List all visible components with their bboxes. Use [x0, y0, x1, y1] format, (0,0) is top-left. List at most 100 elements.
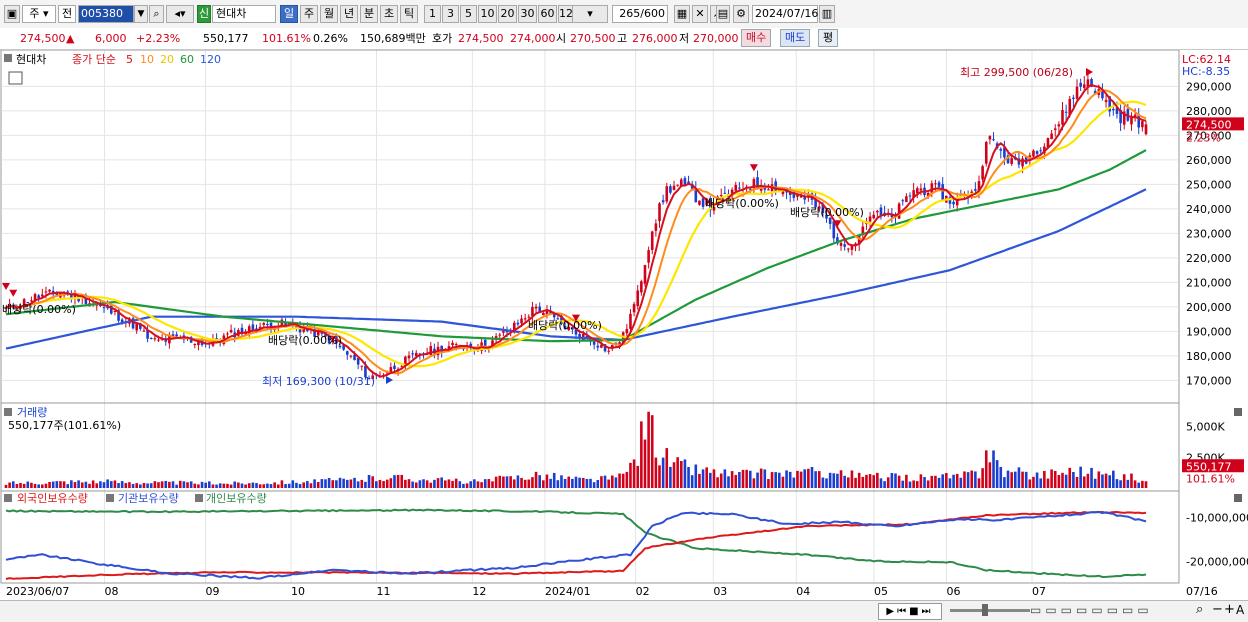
candle-body: [665, 186, 669, 202]
chevron-down-icon[interactable]: ▼: [134, 5, 148, 23]
period-button-2[interactable]: 월: [320, 5, 338, 23]
volume-bar: [807, 468, 810, 488]
magnifier-icon[interactable]: ⌕: [1196, 602, 1204, 617]
volume-bar: [1061, 472, 1064, 488]
candle-body: [102, 307, 106, 309]
volume-bar: [102, 482, 106, 488]
scroll-track[interactable]: [950, 609, 1030, 612]
layout-icon[interactable]: ▣: [4, 5, 20, 23]
speaker-icon[interactable]: ◂▾: [166, 5, 194, 23]
candle-body: [37, 295, 40, 299]
volume-bar: [164, 480, 168, 488]
calendar-icon[interactable]: ▥: [819, 5, 835, 23]
volume-bar: [690, 475, 694, 488]
close-icon[interactable]: [1234, 494, 1242, 502]
candle-body: [55, 293, 59, 295]
period-button-3[interactable]: 년: [340, 5, 358, 23]
volume-bar: [469, 481, 473, 488]
candle-body: [1082, 84, 1086, 88]
volume-bar: [498, 475, 502, 488]
calculator-icon[interactable]: [8, 71, 23, 85]
candle-body: [832, 221, 836, 239]
candle-body: [1075, 86, 1079, 99]
current-price: 274,500: [20, 32, 66, 45]
volume-bar: [505, 476, 509, 488]
zoom-in-button[interactable]: +: [1224, 602, 1235, 617]
legend-foreign: 외국인보유수량: [17, 492, 88, 505]
grid-icon[interactable]: ▦: [674, 5, 690, 23]
stock-chart[interactable]: 배당락(0.00%) 배당락(0.00%) 배당락(0.00%) 배당락(0.00%)…: [0, 50, 1248, 601]
period-button-4[interactable]: 분: [360, 5, 378, 23]
volume-bar: [810, 467, 814, 488]
ask-price: 274,500: [458, 32, 504, 45]
low-price: 270,000: [693, 32, 739, 45]
stock-name-field[interactable]: 현대차: [212, 5, 276, 23]
volume-bar: [625, 471, 629, 488]
interval-button-30[interactable]: 30: [518, 5, 537, 23]
gear-icon[interactable]: ⚙: [733, 5, 749, 23]
save-icon[interactable]: ▤: [716, 5, 730, 23]
interval-button-3[interactable]: 3: [442, 5, 459, 23]
interval-button-10[interactable]: 10: [478, 5, 497, 23]
period-button-5[interactable]: 초: [380, 5, 398, 23]
volume-bar: [66, 484, 70, 488]
font-button[interactable]: A: [1236, 603, 1245, 617]
volume-bar: [788, 471, 792, 488]
volume-bar: [509, 476, 512, 488]
pyeong-button[interactable]: 평: [818, 29, 839, 47]
volume-bar: [850, 470, 854, 488]
count-field[interactable]: 265/600: [612, 5, 668, 23]
candle-body: [324, 332, 327, 337]
period-button-0[interactable]: 일: [280, 5, 298, 23]
volume-bar: [1104, 473, 1108, 488]
scroll-handle[interactable]: [982, 604, 988, 616]
volume-bar: [451, 480, 454, 488]
volume-bar: [701, 469, 705, 488]
volume-bar: [763, 469, 767, 488]
sell-button[interactable]: 매도: [780, 29, 811, 47]
period-button-1[interactable]: 주: [300, 5, 318, 23]
volume-bar: [309, 483, 313, 488]
close-icon[interactable]: [1234, 408, 1242, 416]
candle-body: [1064, 111, 1068, 113]
all-button[interactable]: 전: [58, 5, 76, 23]
candle-body: [483, 339, 487, 350]
volume-bar: [1108, 475, 1111, 488]
market-select[interactable]: 주 ▾: [22, 5, 56, 23]
interval-button-20[interactable]: 20: [498, 5, 517, 23]
period-button-6[interactable]: 틱: [400, 5, 418, 23]
dividend-arrow-icon: [572, 314, 580, 322]
unit-select[interactable]: ▾: [572, 5, 608, 23]
volume-bar: [385, 479, 389, 488]
volume-bar: [378, 479, 382, 488]
stock-code-input[interactable]: 005380: [78, 5, 134, 23]
volume-bar: [796, 470, 799, 488]
volume-bar: [999, 466, 1003, 488]
volume-bar: [113, 480, 117, 488]
candle-body: [650, 231, 654, 250]
crosshair-icon[interactable]: ✕: [692, 5, 708, 23]
playback-controls[interactable]: ▶⏮■⏭: [878, 603, 942, 620]
volume-bar: [963, 471, 966, 488]
candle-body: [672, 185, 676, 191]
candle-body: [542, 312, 545, 316]
interval-button-5[interactable]: 5: [460, 5, 477, 23]
change-pct: +2.23%: [136, 32, 181, 45]
volume-bar: [465, 483, 469, 488]
volume-bar: [781, 476, 785, 488]
price-tick-label: 250,000: [1186, 178, 1232, 191]
volume-bar: [600, 476, 603, 488]
buy-button[interactable]: 매수: [741, 29, 772, 47]
candle-body: [1122, 111, 1126, 125]
volume-bar: [523, 479, 527, 488]
interval-button-60[interactable]: 60: [538, 5, 557, 23]
volume-bar: [313, 479, 316, 488]
candle-body: [930, 183, 934, 194]
candle-body: [908, 195, 912, 197]
volume-bar: [295, 482, 298, 488]
chart-tools-icon[interactable]: ▭▭▭▭▭▭▭▭: [1030, 603, 1153, 617]
date-field[interactable]: 2024/07/16: [752, 5, 818, 23]
search-icon[interactable]: ⌕: [149, 5, 164, 23]
zoom-out-button[interactable]: −: [1212, 602, 1223, 617]
interval-button-1[interactable]: 1: [424, 5, 441, 23]
